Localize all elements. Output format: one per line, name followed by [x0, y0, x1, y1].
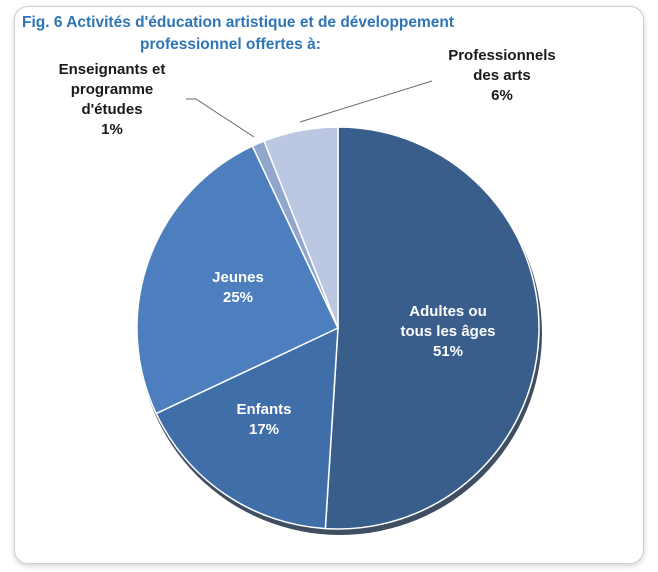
- slice-label-line-1-0: Enfants: [236, 401, 291, 418]
- slice-label-line-2-0: Jeunes: [212, 269, 264, 286]
- chart-title-line1: Fig. 6 Activités d'éducation artistique …: [22, 14, 455, 31]
- slice-label-1: Enfants 17%: [236, 401, 291, 438]
- slice-label-line-3-0: Enseignants et: [59, 61, 166, 78]
- slice-value-1: 17%: [249, 421, 279, 438]
- slice-label-2: Jeunes 25%: [212, 269, 264, 306]
- slice-label-4: Professionnels des arts 6%: [448, 47, 556, 104]
- slice-label-line-3-2: d'études: [81, 101, 142, 118]
- slice-label-3: Enseignants et programme d'études 1%: [59, 61, 166, 138]
- slice-label-0: Adultes ou tous les âges 51%: [400, 303, 495, 360]
- slice-label-line-0-0: Adultes ou: [409, 303, 487, 320]
- chart-title: Fig. 6 Activités d'éducation artistique …: [22, 12, 622, 56]
- chart-title-line2: professionnel offertes à:: [140, 36, 321, 53]
- slice-value-3: 1%: [101, 121, 123, 138]
- slice-value-4: 6%: [491, 87, 513, 104]
- leader-line-4: [299, 80, 433, 123]
- slice-value-2: 25%: [223, 289, 253, 306]
- leader-line-3: [186, 98, 255, 138]
- slice-label-line-4-0: Professionnels: [448, 47, 556, 64]
- pie-slice-2: [136, 145, 339, 415]
- slice-label-line-3-1: programme: [71, 81, 154, 98]
- slice-value-0: 51%: [433, 343, 463, 360]
- pie-slice-0: [324, 126, 540, 530]
- slice-label-line-0-1: tous les âges: [400, 323, 495, 340]
- slice-label-line-4-1: des arts: [473, 67, 531, 84]
- pie-slice-1: [155, 327, 339, 530]
- pie-slice-4: [263, 126, 339, 329]
